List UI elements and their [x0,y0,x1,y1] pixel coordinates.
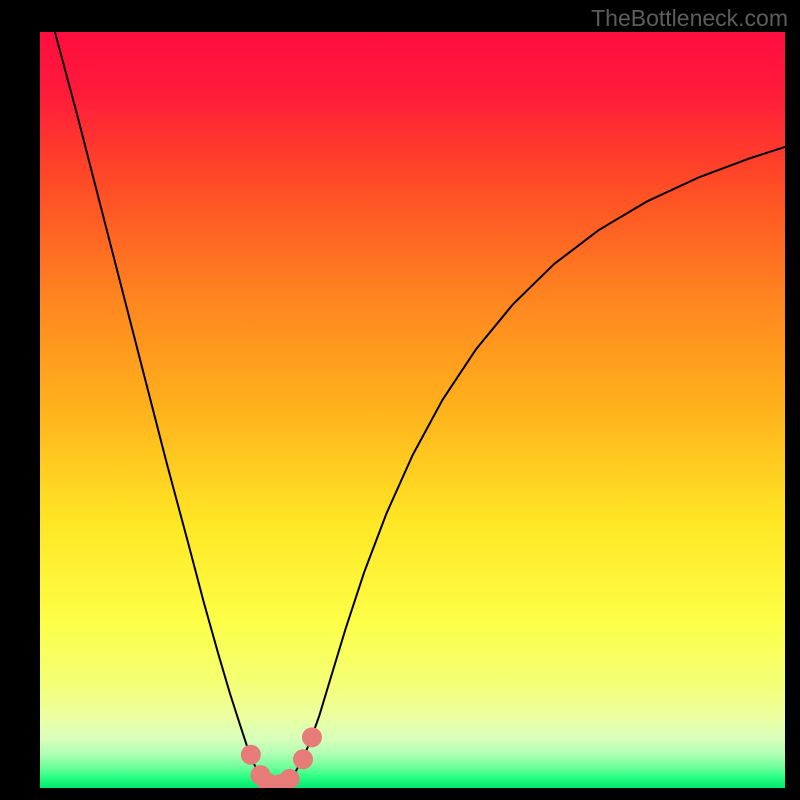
plot-area [40,32,785,788]
data-marker [302,727,322,747]
chart-background [40,32,785,788]
chart-svg [40,32,785,788]
chart-frame: TheBottleneck.com [0,0,800,800]
data-marker [241,745,261,765]
watermark-text: TheBottleneck.com [591,5,788,32]
data-marker [280,769,300,788]
data-marker [293,749,313,769]
